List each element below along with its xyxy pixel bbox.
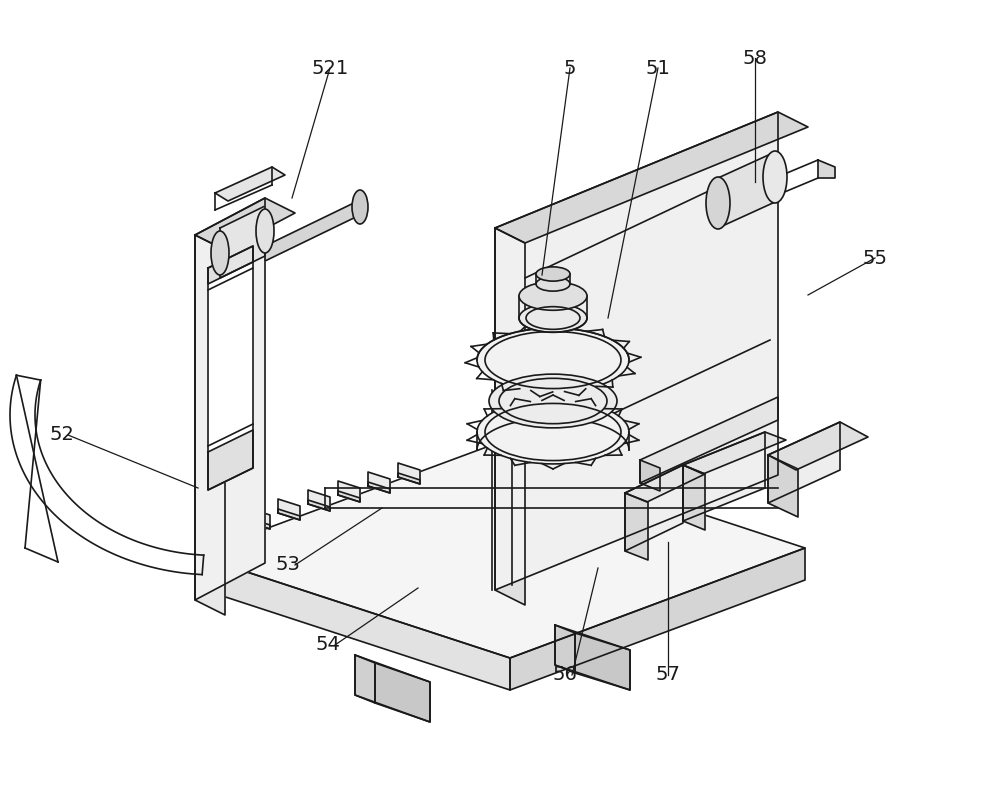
Polygon shape — [208, 246, 253, 284]
Polygon shape — [308, 500, 330, 511]
Ellipse shape — [519, 304, 587, 332]
Polygon shape — [195, 555, 510, 690]
Polygon shape — [625, 465, 705, 502]
Text: 521: 521 — [311, 59, 349, 78]
Polygon shape — [208, 246, 253, 490]
Polygon shape — [683, 465, 705, 530]
Ellipse shape — [489, 374, 617, 428]
Ellipse shape — [519, 282, 587, 310]
Ellipse shape — [536, 267, 570, 281]
Text: 55: 55 — [862, 249, 888, 268]
Polygon shape — [375, 663, 430, 722]
Text: 54: 54 — [316, 636, 340, 655]
Polygon shape — [768, 455, 798, 517]
Text: 53: 53 — [276, 556, 300, 575]
Polygon shape — [195, 445, 805, 658]
Text: 5: 5 — [564, 59, 576, 78]
Ellipse shape — [256, 209, 274, 253]
Polygon shape — [195, 198, 265, 600]
Ellipse shape — [211, 231, 229, 275]
Polygon shape — [768, 422, 868, 470]
Polygon shape — [398, 463, 420, 484]
Polygon shape — [625, 493, 648, 560]
Polygon shape — [308, 490, 330, 511]
Polygon shape — [640, 397, 778, 483]
Polygon shape — [638, 490, 660, 507]
Polygon shape — [215, 167, 285, 201]
Polygon shape — [338, 491, 360, 502]
Polygon shape — [248, 518, 270, 529]
Polygon shape — [555, 625, 630, 690]
Polygon shape — [495, 112, 778, 590]
Polygon shape — [248, 508, 270, 529]
Polygon shape — [555, 625, 575, 673]
Polygon shape — [195, 235, 225, 615]
Text: 51: 51 — [646, 59, 670, 78]
Polygon shape — [698, 476, 720, 493]
Polygon shape — [638, 496, 660, 507]
Polygon shape — [265, 200, 360, 261]
Text: 56: 56 — [553, 666, 577, 685]
Text: 58: 58 — [743, 49, 767, 68]
Text: 52: 52 — [50, 425, 74, 444]
Polygon shape — [338, 481, 360, 502]
Polygon shape — [278, 499, 300, 520]
Text: 57: 57 — [656, 666, 680, 685]
Polygon shape — [495, 112, 808, 243]
Polygon shape — [575, 633, 630, 690]
Polygon shape — [208, 430, 253, 490]
Polygon shape — [728, 469, 750, 486]
Ellipse shape — [352, 190, 368, 224]
Polygon shape — [728, 475, 750, 486]
Polygon shape — [355, 655, 375, 703]
Polygon shape — [668, 489, 690, 500]
Polygon shape — [368, 472, 390, 493]
Polygon shape — [818, 160, 835, 178]
Polygon shape — [698, 482, 720, 493]
Polygon shape — [683, 432, 786, 474]
Polygon shape — [510, 548, 805, 690]
Polygon shape — [718, 152, 775, 228]
Polygon shape — [683, 432, 765, 521]
Polygon shape — [495, 228, 525, 605]
Polygon shape — [768, 422, 840, 503]
Ellipse shape — [763, 151, 787, 203]
Ellipse shape — [536, 277, 570, 291]
Polygon shape — [398, 473, 420, 484]
Polygon shape — [368, 482, 390, 493]
Polygon shape — [220, 206, 265, 278]
Polygon shape — [195, 198, 295, 250]
Polygon shape — [625, 465, 683, 551]
Ellipse shape — [706, 177, 730, 229]
Polygon shape — [640, 460, 660, 491]
Polygon shape — [355, 655, 430, 722]
Ellipse shape — [477, 400, 629, 464]
Polygon shape — [668, 483, 690, 500]
Polygon shape — [278, 509, 300, 520]
Ellipse shape — [477, 328, 629, 392]
